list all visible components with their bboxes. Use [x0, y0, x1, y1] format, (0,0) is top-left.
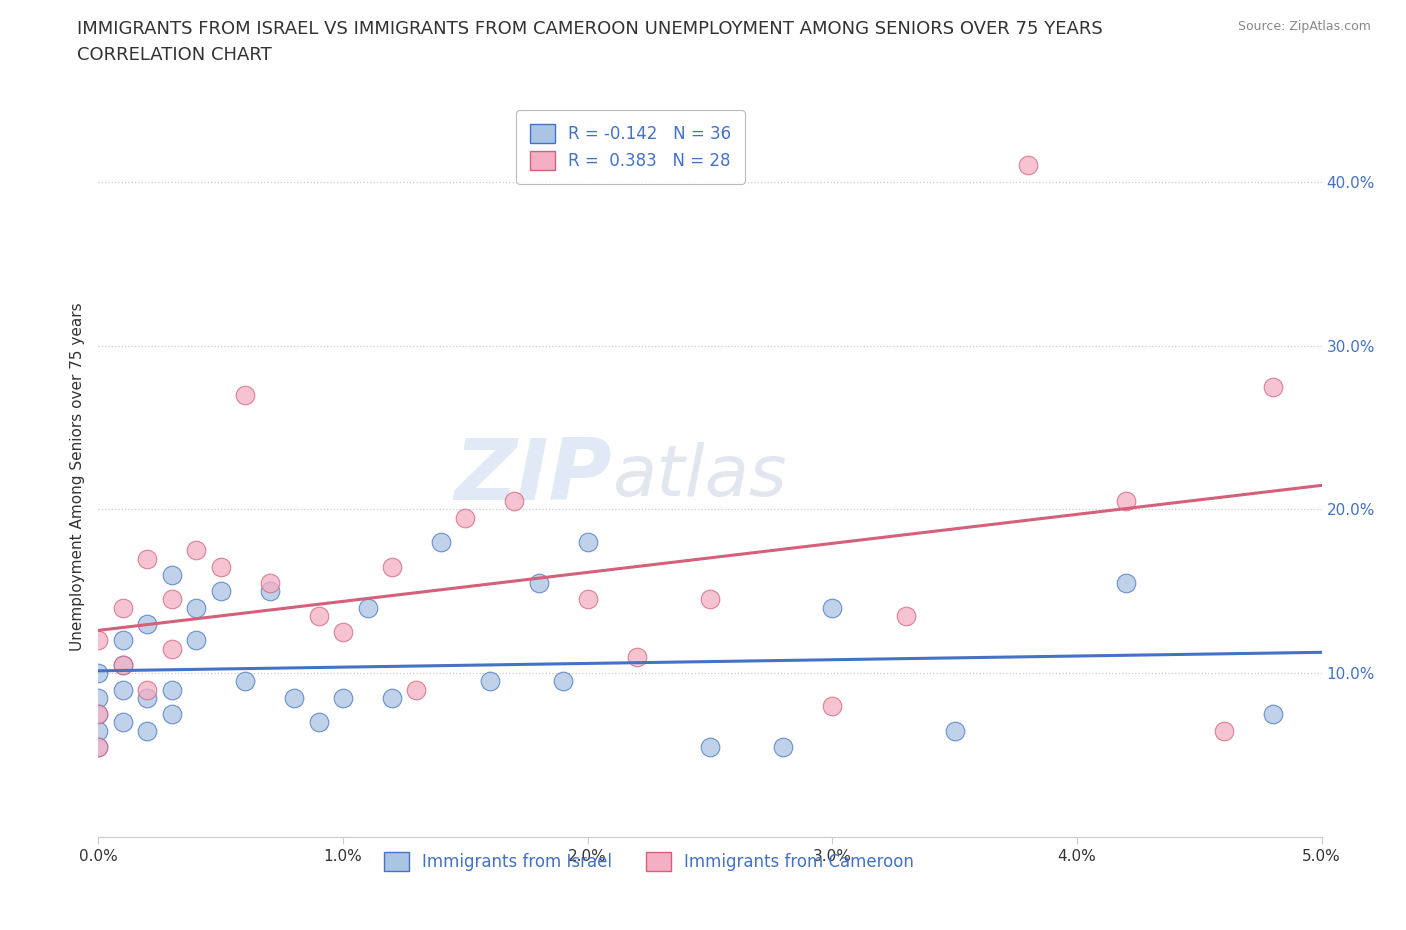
- Point: [136, 690, 159, 705]
- Point: [332, 690, 354, 705]
- Point: [576, 535, 599, 550]
- Point: [356, 600, 378, 615]
- Point: [87, 739, 110, 754]
- Point: [478, 674, 501, 689]
- Point: [160, 567, 183, 582]
- Point: [332, 625, 354, 640]
- Point: [111, 658, 134, 672]
- Point: [821, 698, 844, 713]
- Point: [308, 608, 330, 623]
- Point: [160, 641, 183, 656]
- Point: [430, 535, 453, 550]
- Point: [111, 600, 134, 615]
- Point: [894, 608, 917, 623]
- Point: [553, 674, 575, 689]
- Point: [111, 658, 134, 672]
- Point: [209, 584, 232, 599]
- Point: [136, 724, 159, 738]
- Point: [1017, 158, 1039, 173]
- Point: [1261, 707, 1284, 722]
- Point: [1212, 724, 1234, 738]
- Point: [308, 715, 330, 730]
- Point: [111, 682, 134, 697]
- Point: [576, 592, 599, 607]
- Point: [87, 633, 110, 648]
- Point: [699, 592, 721, 607]
- Point: [136, 617, 159, 631]
- Point: [111, 715, 134, 730]
- Point: [405, 682, 427, 697]
- Point: [1261, 379, 1284, 394]
- Point: [772, 739, 794, 754]
- Point: [136, 551, 159, 566]
- Point: [527, 576, 550, 591]
- Point: [233, 387, 256, 402]
- Y-axis label: Unemployment Among Seniors over 75 years: Unemployment Among Seniors over 75 years: [69, 302, 84, 651]
- Point: [160, 592, 183, 607]
- Point: [943, 724, 966, 738]
- Point: [136, 682, 159, 697]
- Point: [160, 682, 183, 697]
- Point: [87, 690, 110, 705]
- Point: [1115, 576, 1137, 591]
- Point: [111, 633, 134, 648]
- Point: [259, 576, 281, 591]
- Point: [283, 690, 305, 705]
- Text: atlas: atlas: [612, 442, 787, 512]
- Point: [160, 707, 183, 722]
- Point: [186, 543, 208, 558]
- Point: [699, 739, 721, 754]
- Point: [454, 511, 477, 525]
- Point: [259, 584, 281, 599]
- Point: [233, 674, 256, 689]
- Point: [381, 690, 404, 705]
- Point: [821, 600, 844, 615]
- Point: [87, 724, 110, 738]
- Point: [1115, 494, 1137, 509]
- Point: [87, 739, 110, 754]
- Legend: Immigrants from Israel, Immigrants from Cameroon: Immigrants from Israel, Immigrants from …: [373, 840, 925, 883]
- Point: [87, 707, 110, 722]
- Text: CORRELATION CHART: CORRELATION CHART: [77, 46, 273, 64]
- Point: [209, 559, 232, 574]
- Point: [626, 649, 648, 664]
- Text: ZIP: ZIP: [454, 435, 612, 518]
- Point: [186, 600, 208, 615]
- Text: IMMIGRANTS FROM ISRAEL VS IMMIGRANTS FROM CAMEROON UNEMPLOYMENT AMONG SENIORS OV: IMMIGRANTS FROM ISRAEL VS IMMIGRANTS FRO…: [77, 20, 1104, 38]
- Point: [186, 633, 208, 648]
- Point: [87, 666, 110, 681]
- Text: Source: ZipAtlas.com: Source: ZipAtlas.com: [1237, 20, 1371, 33]
- Point: [381, 559, 404, 574]
- Point: [503, 494, 526, 509]
- Point: [87, 707, 110, 722]
